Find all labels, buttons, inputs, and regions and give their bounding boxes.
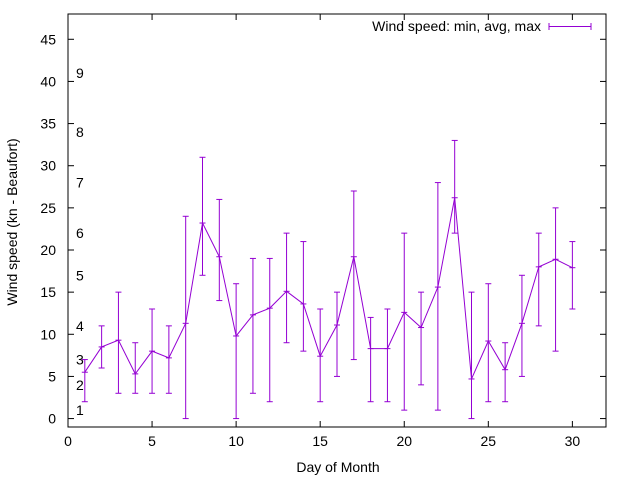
- beaufort-label-8: 8: [76, 124, 84, 140]
- y-tick-label-15: 15: [40, 284, 56, 300]
- y-tick-label-30: 30: [40, 158, 56, 174]
- series-lines: [84, 197, 573, 381]
- x-tick-label-5: 5: [148, 433, 156, 449]
- y-tick-label-5: 5: [48, 368, 56, 384]
- x-axis-label: Day of Month: [296, 459, 379, 475]
- y-tick-label-40: 40: [40, 73, 56, 89]
- y-tick-label-25: 25: [40, 200, 56, 216]
- x-tick-label-20: 20: [396, 433, 412, 449]
- beaufort-label-7: 7: [76, 175, 84, 191]
- beaufort-label-5: 5: [76, 267, 84, 283]
- beaufort-label-2: 2: [76, 377, 84, 393]
- beaufort-labels: 1 2 3 4 5 6 7 8 9: [76, 65, 84, 418]
- chart-axes: [67, 13, 607, 428]
- avg-series-line: [84, 197, 573, 381]
- x-tick-label-0: 0: [64, 433, 72, 449]
- beaufort-label-9: 9: [76, 65, 84, 81]
- x-tick-label-10: 10: [228, 433, 244, 449]
- x-tick-label-25: 25: [481, 433, 497, 449]
- y-tick-label-45: 45: [40, 31, 56, 47]
- x-tick-label-30: 30: [565, 433, 581, 449]
- beaufort-label-6: 6: [76, 225, 84, 241]
- y-tick-label-10: 10: [40, 326, 56, 342]
- plot-border: [67, 13, 607, 428]
- beaufort-label-4: 4: [76, 318, 84, 334]
- y-tick-label-35: 35: [40, 116, 56, 132]
- x-tick-label-15: 15: [312, 433, 328, 449]
- legend-label: Wind speed: min, avg, max: [372, 18, 541, 34]
- y-tick-label-0: 0: [48, 411, 56, 427]
- beaufort-label-1: 1: [76, 402, 84, 418]
- y-tick-label-20: 20: [40, 242, 56, 258]
- error-bars: [81, 139, 576, 420]
- beaufort-label-3: 3: [76, 352, 84, 368]
- y-axis-label: Wind speed (kn - Beaufort): [4, 138, 20, 305]
- legend: Wind speed: min, avg, max: [372, 18, 592, 34]
